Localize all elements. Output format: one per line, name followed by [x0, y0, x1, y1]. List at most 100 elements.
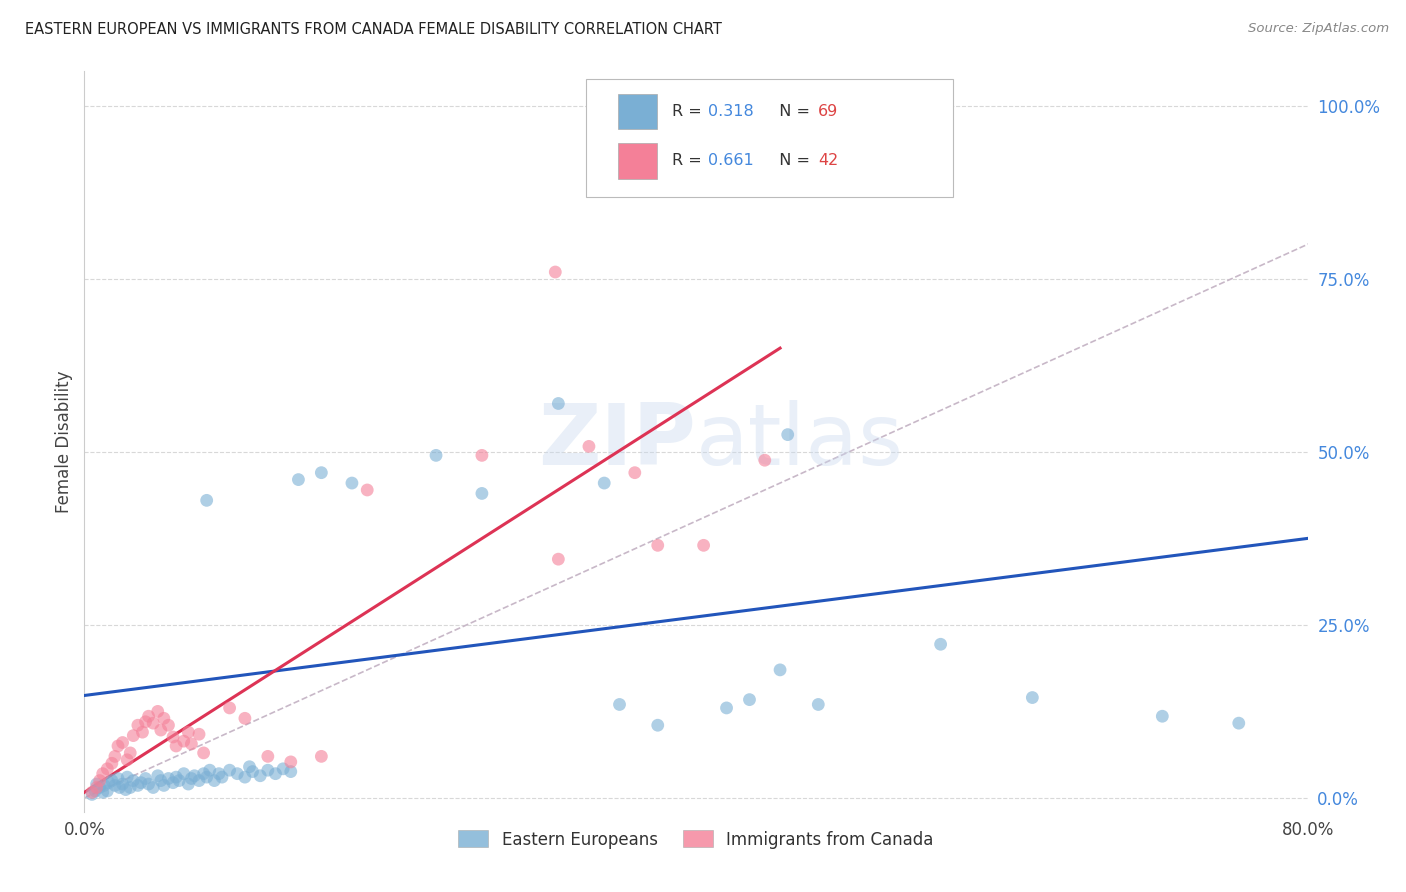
Text: Source: ZipAtlas.com: Source: ZipAtlas.com: [1249, 22, 1389, 36]
Point: [1021, 690, 1043, 705]
Text: 0.661: 0.661: [709, 153, 754, 169]
Point: [135, 772, 157, 786]
Point: [242, 764, 264, 779]
Point: [142, 716, 165, 731]
Point: [162, 775, 184, 789]
FancyBboxPatch shape: [586, 78, 953, 197]
FancyBboxPatch shape: [617, 144, 657, 178]
Point: [807, 698, 830, 712]
Point: [114, 782, 136, 797]
Text: 0.318: 0.318: [709, 103, 754, 119]
Point: [647, 538, 669, 552]
Point: [340, 476, 363, 491]
Point: [1227, 716, 1250, 731]
Point: [80, 788, 103, 802]
Point: [578, 439, 600, 453]
Point: [91, 766, 114, 780]
Point: [101, 756, 124, 771]
Point: [929, 637, 952, 651]
Point: [280, 764, 302, 779]
Point: [1152, 709, 1174, 723]
Point: [769, 663, 792, 677]
Point: [238, 760, 260, 774]
Text: 69: 69: [818, 103, 838, 119]
Point: [233, 770, 256, 784]
Point: [271, 762, 294, 776]
Text: N =: N =: [769, 103, 815, 119]
Point: [146, 705, 169, 719]
Point: [356, 483, 378, 497]
Point: [120, 746, 142, 760]
Point: [233, 711, 256, 725]
Point: [287, 473, 309, 487]
Point: [218, 701, 240, 715]
Point: [111, 777, 134, 791]
Point: [193, 766, 215, 780]
Point: [162, 730, 184, 744]
Text: ZIP: ZIP: [538, 400, 696, 483]
Point: [157, 718, 180, 732]
Point: [149, 723, 172, 737]
Point: [138, 777, 160, 791]
Point: [135, 714, 157, 729]
Point: [624, 466, 647, 480]
Text: atlas: atlas: [696, 400, 904, 483]
Point: [146, 769, 169, 783]
Point: [198, 763, 221, 777]
Point: [131, 725, 153, 739]
Point: [647, 718, 669, 732]
Point: [218, 763, 240, 777]
Point: [165, 770, 187, 784]
Point: [97, 775, 120, 789]
Point: [249, 769, 271, 783]
Point: [264, 766, 287, 780]
Point: [471, 486, 494, 500]
Point: [96, 784, 118, 798]
Point: [311, 749, 333, 764]
Text: R =: R =: [672, 153, 706, 169]
Point: [188, 773, 211, 788]
Point: [108, 780, 131, 795]
Point: [149, 773, 172, 788]
Point: [173, 734, 195, 748]
Point: [122, 773, 145, 788]
Point: [142, 780, 165, 795]
Text: 42: 42: [818, 153, 838, 169]
Point: [107, 739, 129, 753]
Point: [122, 729, 145, 743]
Point: [173, 766, 195, 780]
Point: [157, 772, 180, 786]
Point: [226, 766, 249, 780]
Point: [211, 770, 233, 784]
Point: [138, 709, 160, 723]
Point: [188, 727, 211, 741]
Point: [80, 785, 103, 799]
Point: [101, 773, 124, 788]
Point: [86, 780, 108, 795]
Point: [127, 779, 149, 793]
Point: [280, 755, 302, 769]
Text: N =: N =: [769, 153, 815, 169]
Point: [547, 396, 569, 410]
Point: [738, 692, 761, 706]
Point: [111, 735, 134, 749]
Point: [311, 466, 333, 480]
Point: [86, 777, 108, 791]
Point: [193, 746, 215, 760]
Text: EASTERN EUROPEAN VS IMMIGRANTS FROM CANADA FEMALE DISABILITY CORRELATION CHART: EASTERN EUROPEAN VS IMMIGRANTS FROM CANA…: [25, 22, 723, 37]
Point: [692, 538, 714, 552]
Point: [547, 552, 569, 566]
Point: [754, 453, 776, 467]
Point: [104, 749, 127, 764]
Point: [425, 449, 447, 463]
Point: [96, 762, 118, 776]
Point: [177, 777, 200, 791]
Point: [120, 780, 142, 795]
Point: [208, 766, 231, 780]
Point: [195, 770, 218, 784]
Point: [153, 779, 176, 793]
Legend: Eastern Europeans, Immigrants from Canada: Eastern Europeans, Immigrants from Canad…: [451, 823, 941, 855]
Point: [180, 737, 202, 751]
Point: [89, 780, 111, 795]
Point: [107, 772, 129, 786]
